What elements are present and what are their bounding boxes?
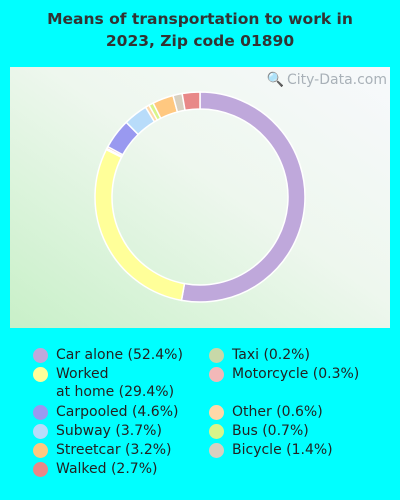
legend-item-worked-at-home: Worked at home (29.4%): [33, 365, 174, 401]
slice-car-alone: [180, 91, 306, 303]
legend-swatch: [33, 443, 48, 458]
chart-legend: Car alone (52.4%) Worked at home (29.4%) C…: [0, 346, 400, 486]
legend-swatch: [33, 367, 48, 382]
legend-item-carpooled: Carpooled (4.6%): [33, 403, 178, 421]
legend-swatch: [33, 348, 48, 363]
legend-label: Worked at home (29.4%): [56, 366, 175, 400]
legend-item-car-alone: Car alone (52.4%): [33, 346, 183, 364]
legend-label: Bicycle (1.4%): [232, 442, 333, 458]
legend-item-bicycle: Bicycle (1.4%): [209, 441, 333, 459]
legend-swatch: [33, 462, 48, 477]
legend-label: Bus (0.7%): [232, 423, 309, 439]
legend-label: Other (0.6%): [232, 404, 323, 420]
legend-label: Motorcycle (0.3%): [232, 366, 360, 382]
legend-item-streetcar: Streetcar (3.2%): [33, 441, 172, 459]
legend-swatch: [209, 443, 224, 458]
legend-item-taxi: Taxi (0.2%): [209, 346, 310, 364]
watermark: 🔍 City-Data.com: [267, 72, 387, 88]
legend-label: Taxi (0.2%): [232, 347, 310, 363]
legend-swatch: [209, 367, 224, 382]
slice-worked-at-home: [94, 148, 186, 302]
chart-title: Means of transportation to work in 2023, …: [47, 10, 353, 50]
legend-label: Car alone (52.4%): [56, 347, 183, 363]
watermark-text: City-Data.com: [286, 72, 387, 88]
legend-label: Carpooled (4.6%): [56, 404, 179, 420]
slice-walked: [181, 91, 201, 112]
legend-label: Subway (3.7%): [56, 423, 162, 439]
legend-swatch: [33, 424, 48, 439]
legend-item-other: Other (0.6%): [209, 403, 323, 421]
legend-swatch: [209, 424, 224, 439]
legend-swatch: [209, 405, 224, 420]
legend-item-walked: Walked (2.7%): [33, 460, 157, 478]
legend-item-motorcycle: Motorcycle (0.3%): [209, 365, 359, 383]
legend-label: Walked (2.7%): [56, 461, 158, 477]
legend-swatch: [33, 405, 48, 420]
legend-item-bus: Bus (0.7%): [209, 422, 309, 440]
legend-item-subway: Subway (3.7%): [33, 422, 162, 440]
legend-label: Streetcar (3.2%): [56, 442, 172, 458]
magnifier-icon: 🔍: [266, 72, 284, 88]
legend-swatch: [209, 348, 224, 363]
